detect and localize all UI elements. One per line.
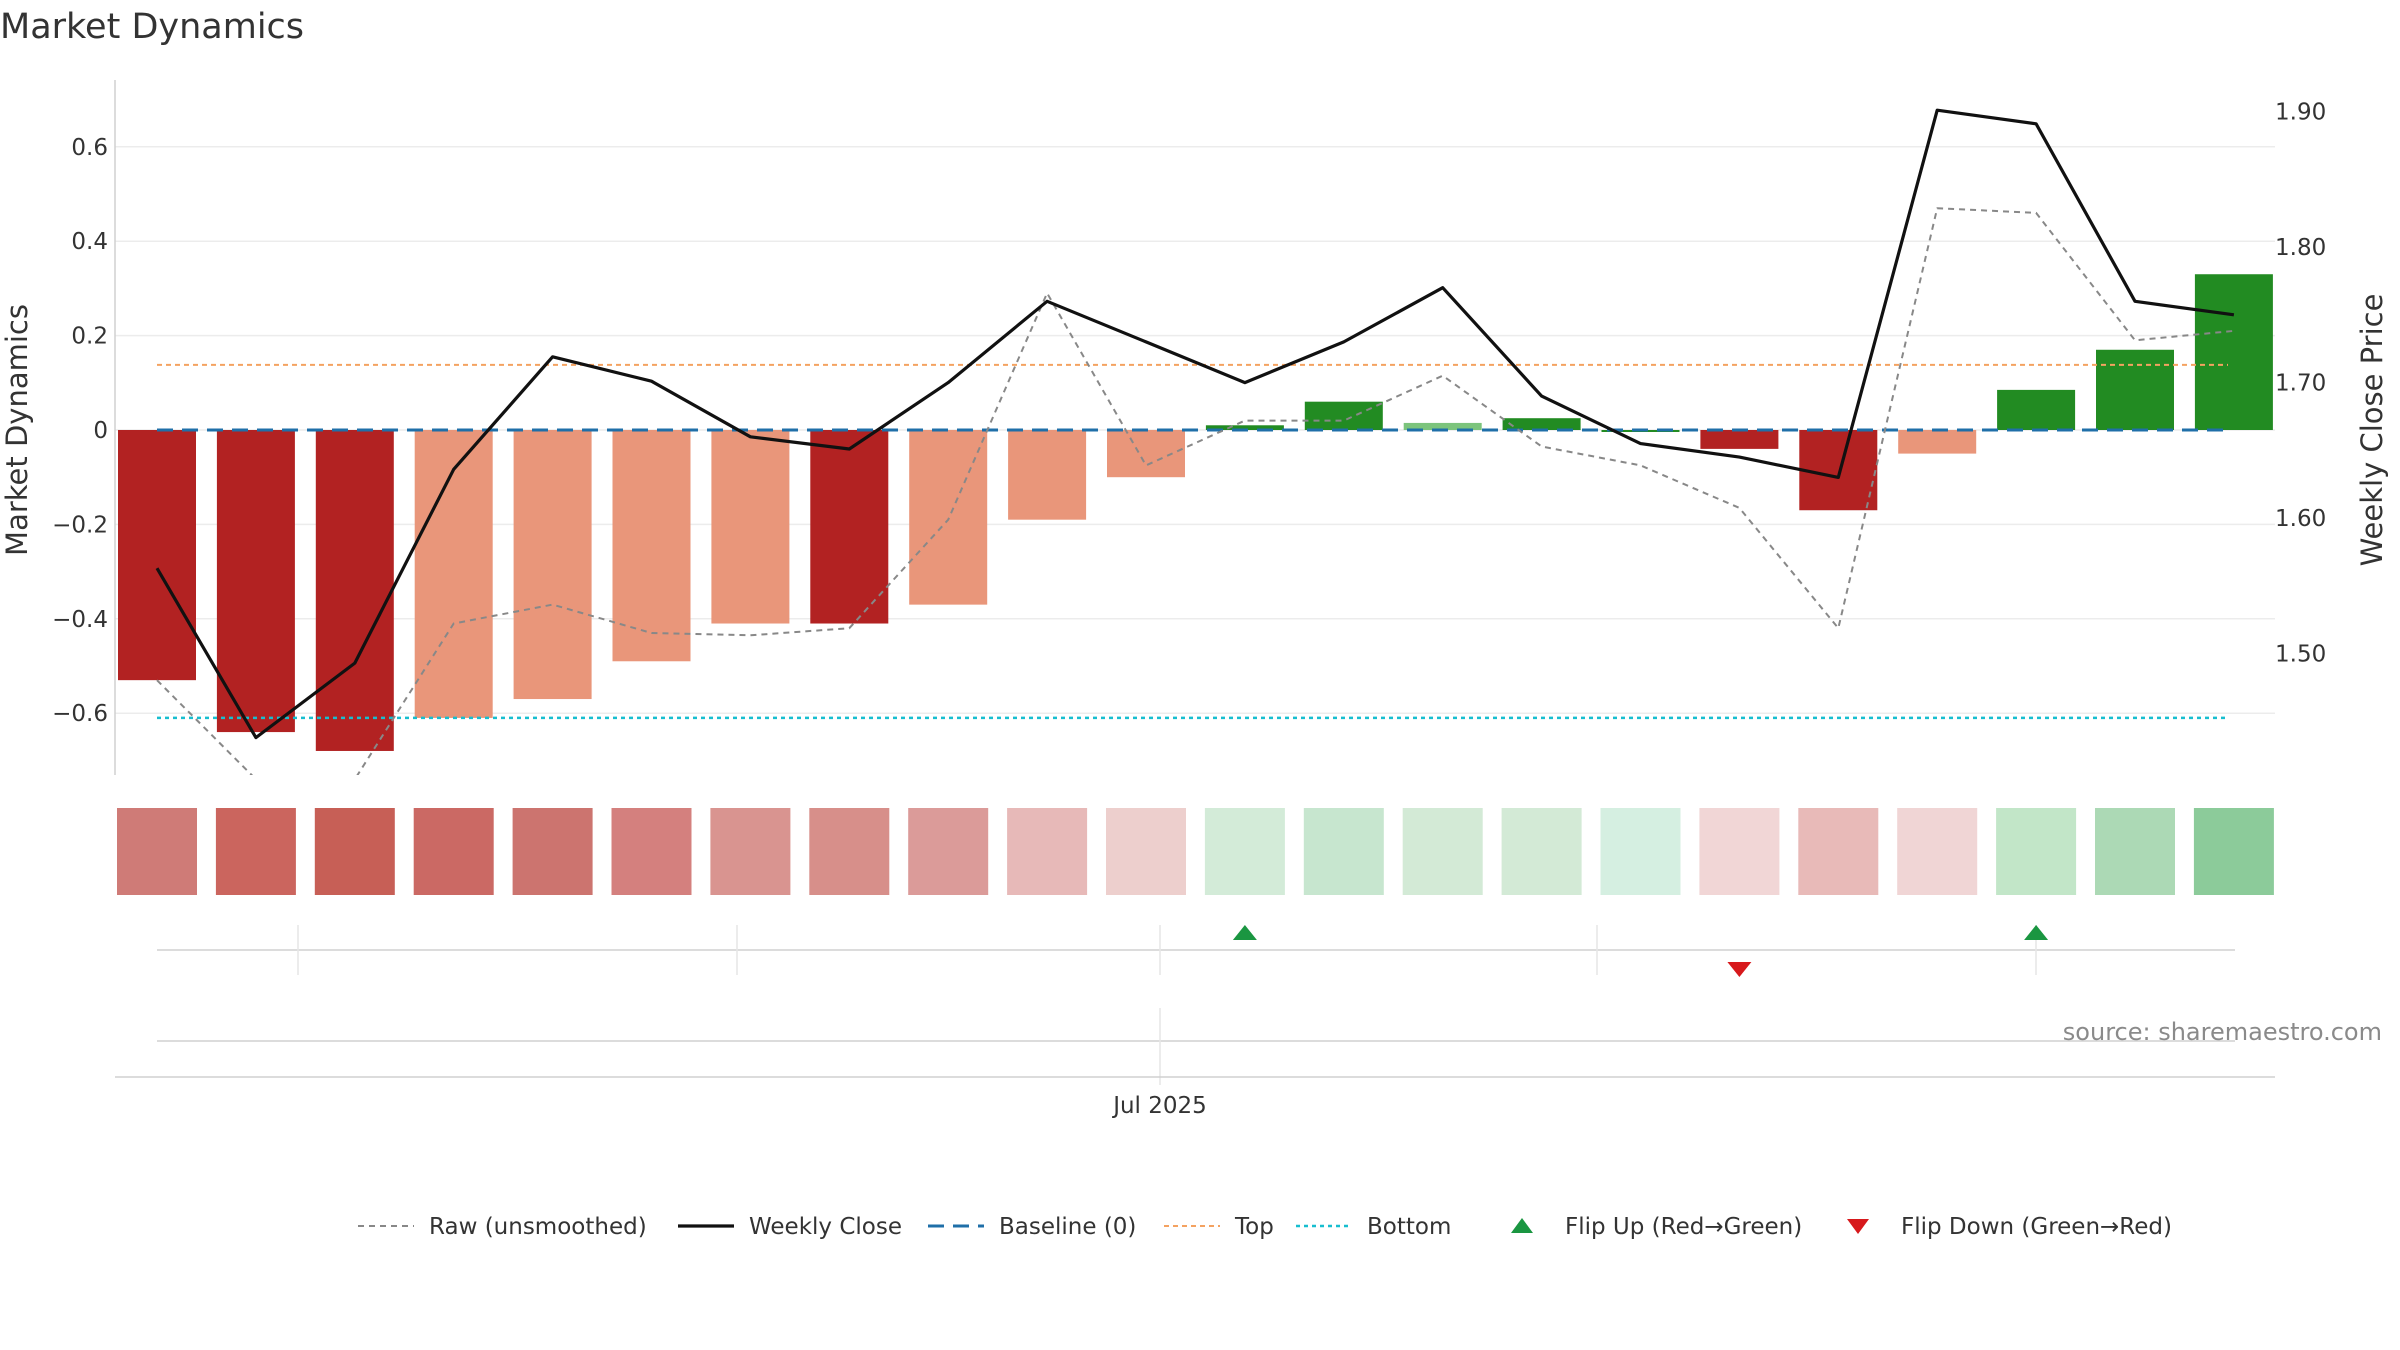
bar (711, 430, 790, 624)
raw-unsmoothed-line (156, 207, 2234, 775)
heat-cell (1897, 808, 1978, 895)
heat-cell (1798, 808, 1879, 895)
weekly-close-line (155, 108, 2235, 740)
heat-cell (314, 808, 395, 895)
y-axis-label-left: Market Dynamics (0, 304, 34, 556)
y-tick-label-right: 1.70 (2275, 371, 2326, 397)
heat-cell (1501, 808, 1582, 895)
chart-title: Market Dynamics (0, 7, 304, 47)
bar (810, 430, 889, 624)
y-tick-label-left: −0.4 (52, 607, 108, 633)
legend-label: Weekly Close (749, 1214, 902, 1240)
y-tick-label-right: 1.50 (2275, 642, 2326, 668)
bar (216, 430, 295, 733)
bar (1403, 422, 1482, 430)
heat-cell (512, 808, 593, 895)
y-tick-label-left: 0 (93, 418, 108, 444)
legend-label: Bottom (1367, 1214, 1451, 1240)
heat-cell (2193, 808, 2274, 895)
bar (1799, 430, 1878, 511)
legend-label: Flip Up (Red→Green) (1565, 1214, 1802, 1240)
flip-marker-panel: Jul 2025 (115, 925, 2275, 1119)
heat-cell (1303, 808, 1384, 895)
heat-cell (611, 808, 692, 895)
legend: Raw (unsmoothed) Weekly Close Baseline (0)… (358, 1214, 2172, 1240)
heat-cell (1699, 808, 1780, 895)
heat-cell (215, 808, 296, 895)
bar-series (118, 274, 2273, 751)
heat-cell (1600, 808, 1681, 895)
bar (1898, 430, 1977, 454)
legend-label: Flip Down (Green→Red) (1901, 1214, 2172, 1240)
flip-up-marker (1232, 925, 1257, 940)
reference-lines (157, 363, 2228, 720)
heat-cell (2095, 808, 2175, 895)
tick-labels: 0.6 0.4 0.2 0 −0.2 −0.4 −0.6 1.90 1.80 1.70 1.60 1.… (52, 100, 2326, 728)
heat-cell (1996, 808, 2077, 895)
x-tick-label: Jul 2025 (1111, 1093, 1207, 1119)
flip-up-marker (2024, 925, 2049, 940)
legend-label: Baseline (0) (999, 1214, 1136, 1240)
bar (1107, 430, 1185, 478)
source-label: source: sharemaestro.com (2063, 1018, 2382, 1046)
heat-cell (1106, 808, 1186, 895)
bar (1304, 401, 1383, 430)
bar (315, 430, 394, 751)
bar (1502, 418, 1581, 430)
y-tick-label-left: −0.6 (52, 701, 108, 727)
flip-down-marker (1727, 962, 1752, 977)
y-tick-label-left: 0.4 (71, 229, 108, 255)
heat-cell (117, 808, 197, 895)
heat-cell (1007, 808, 1088, 895)
bar (414, 430, 493, 718)
y-tick-label-right: 1.90 (2275, 100, 2326, 126)
bar (2194, 274, 2273, 430)
bar (1700, 430, 1779, 449)
y-tick-label-right: 1.60 (2275, 506, 2326, 532)
bar (1008, 430, 1087, 520)
bar (909, 430, 988, 605)
bar (612, 430, 691, 662)
y-tick-label-right: 1.80 (2275, 235, 2326, 261)
heat-strip (117, 808, 2274, 895)
bar (2096, 349, 2174, 430)
legend-swatch (1511, 1218, 1533, 1233)
y-axis-label-right: Weekly Close Price (2355, 294, 2389, 567)
y-tick-label-left: 0.6 (71, 135, 108, 161)
heat-cell (1204, 808, 1285, 895)
legend-label: Raw (unsmoothed) (429, 1214, 647, 1240)
line-series (155, 108, 2235, 775)
bar (1997, 389, 2076, 430)
legend-swatch (1847, 1219, 1869, 1234)
y-tick-label-left: 0.2 (71, 324, 108, 350)
bar (1205, 425, 1284, 430)
legend-label: Top (1234, 1214, 1274, 1240)
heat-cell (710, 808, 791, 895)
heat-cell (413, 808, 494, 895)
heat-cell (908, 808, 989, 895)
bar (118, 430, 196, 681)
heat-cell (1402, 808, 1483, 895)
heat-cell (809, 808, 890, 895)
y-tick-label-left: −0.2 (52, 512, 108, 538)
bar (513, 430, 592, 700)
